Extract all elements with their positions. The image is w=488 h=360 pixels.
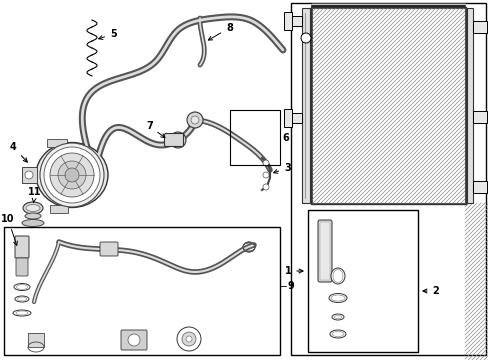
Text: 8: 8	[208, 23, 232, 40]
FancyBboxPatch shape	[16, 258, 28, 276]
FancyBboxPatch shape	[100, 242, 118, 256]
Text: 7: 7	[146, 121, 164, 138]
FancyBboxPatch shape	[121, 330, 147, 350]
Ellipse shape	[14, 284, 30, 291]
Circle shape	[25, 171, 33, 179]
Text: 3: 3	[273, 163, 290, 173]
Ellipse shape	[23, 202, 43, 214]
Text: 9: 9	[287, 281, 294, 291]
Bar	[302, 8, 309, 203]
Bar	[466, 8, 472, 203]
Bar	[311, 8, 464, 203]
Circle shape	[128, 334, 140, 346]
Ellipse shape	[36, 143, 108, 207]
Bar	[50, 205, 68, 213]
Ellipse shape	[331, 332, 343, 337]
Circle shape	[185, 336, 192, 342]
Ellipse shape	[22, 220, 44, 226]
Bar	[284, 109, 291, 127]
Ellipse shape	[331, 314, 343, 320]
Circle shape	[182, 332, 196, 346]
Bar	[310, 7, 465, 204]
Circle shape	[191, 116, 199, 124]
Bar	[290, 3, 485, 355]
Bar	[472, 111, 486, 123]
Circle shape	[301, 33, 310, 43]
Ellipse shape	[16, 311, 28, 315]
Ellipse shape	[328, 293, 346, 302]
Ellipse shape	[329, 330, 346, 338]
FancyBboxPatch shape	[317, 220, 331, 282]
Bar	[289, 113, 302, 123]
Bar	[307, 210, 417, 352]
Ellipse shape	[330, 268, 345, 284]
Text: 2: 2	[422, 286, 439, 296]
Ellipse shape	[26, 204, 40, 212]
Text: 5: 5	[99, 29, 117, 40]
Text: 6: 6	[282, 133, 288, 143]
Bar	[4, 227, 280, 355]
Ellipse shape	[333, 315, 341, 319]
Ellipse shape	[332, 270, 342, 283]
Ellipse shape	[18, 297, 26, 301]
Circle shape	[263, 160, 268, 166]
Circle shape	[44, 147, 100, 203]
Circle shape	[40, 143, 104, 207]
Circle shape	[263, 184, 268, 190]
Ellipse shape	[25, 213, 41, 219]
Bar	[229, 110, 280, 165]
Circle shape	[263, 172, 268, 178]
Ellipse shape	[330, 295, 345, 301]
Circle shape	[50, 153, 94, 197]
Circle shape	[170, 132, 185, 148]
Circle shape	[177, 327, 201, 351]
Circle shape	[174, 136, 182, 144]
Ellipse shape	[15, 296, 29, 302]
Text: 4: 4	[10, 142, 27, 162]
Bar	[472, 21, 486, 33]
Bar	[284, 12, 291, 30]
Bar	[289, 16, 302, 26]
Circle shape	[58, 161, 86, 189]
Text: 1: 1	[284, 266, 303, 276]
Circle shape	[65, 168, 79, 182]
Ellipse shape	[17, 284, 27, 289]
Ellipse shape	[13, 310, 31, 316]
FancyBboxPatch shape	[319, 222, 329, 280]
Text: 10: 10	[1, 214, 18, 245]
Circle shape	[186, 112, 203, 128]
Bar	[22, 167, 37, 183]
FancyBboxPatch shape	[15, 236, 29, 258]
Text: 11: 11	[28, 187, 41, 203]
Bar	[28, 333, 44, 347]
Bar	[472, 181, 486, 193]
FancyBboxPatch shape	[164, 134, 183, 147]
Bar	[47, 139, 67, 147]
